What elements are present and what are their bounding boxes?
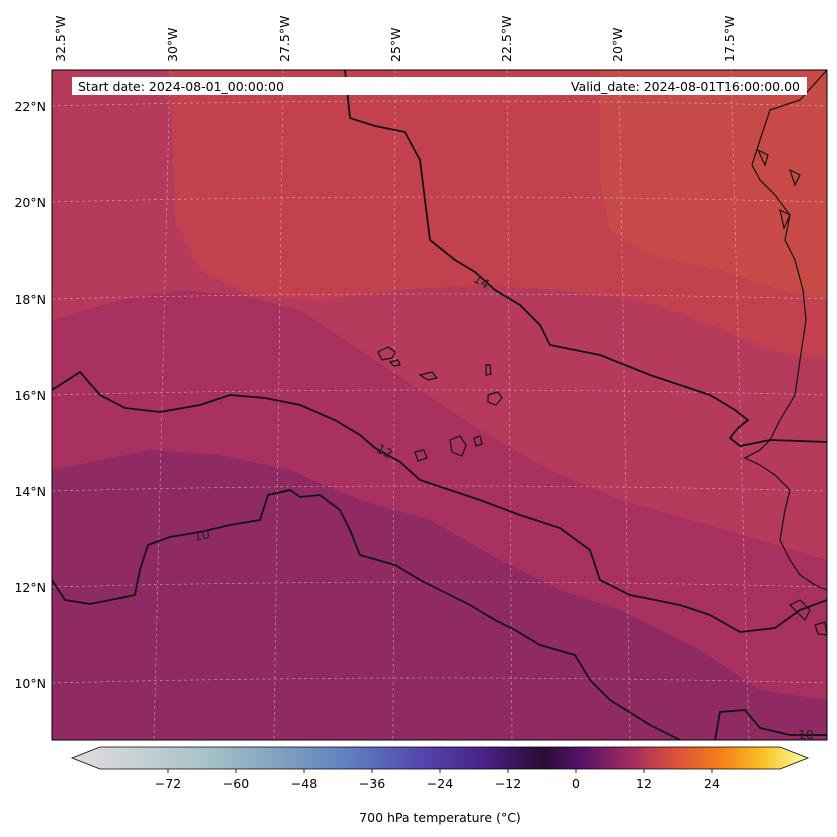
lon-label-30w: 30°W bbox=[165, 27, 180, 62]
lat-label-18n: 18°N bbox=[14, 292, 46, 307]
colorbar-tick-label: −24 bbox=[427, 776, 453, 791]
bijagos-islands bbox=[788, 599, 827, 636]
start-date-text: Start date: 2024-08-01_00:00:00 bbox=[78, 79, 284, 94]
canary-islands bbox=[756, 148, 801, 230]
cape-verde-island-5 bbox=[487, 391, 503, 406]
cape-verde-island-4 bbox=[485, 364, 492, 376]
africa-coastline bbox=[743, 70, 827, 591]
temperature-field: 14 12 10 10 bbox=[52, 70, 827, 742]
lat-label-10n: 10°N bbox=[14, 676, 46, 691]
colorbar-tick-label: −48 bbox=[291, 776, 317, 791]
date-info-box bbox=[72, 77, 807, 95]
colorbar-ramp bbox=[70, 746, 810, 770]
map-frame bbox=[51, 69, 828, 741]
colorbar-ticks: −72 −60 −48 −36 −24 −12 0 12 24 bbox=[155, 769, 720, 791]
colorbar-tick-label: 12 bbox=[636, 776, 652, 791]
lat-label-20n: 20°N bbox=[14, 195, 46, 210]
hottest-temperature-band bbox=[600, 70, 827, 300]
cape-verde-island-2 bbox=[388, 359, 401, 367]
lat-label-16n: 16°N bbox=[14, 388, 46, 403]
cape-verde-island-7 bbox=[473, 435, 483, 447]
colorbar-tick-label: −36 bbox=[359, 776, 385, 791]
lat-label-12n: 12°N bbox=[14, 580, 46, 595]
colorbar-tick-label: −60 bbox=[223, 776, 249, 791]
contour-12 bbox=[52, 370, 827, 633]
lon-label-17-5w: 17.5°W bbox=[722, 16, 737, 62]
contour-label-12: 12 bbox=[374, 441, 395, 462]
lat-label-22n: 22°N bbox=[14, 99, 46, 114]
colorbar-tick-label: −72 bbox=[155, 776, 181, 791]
cape-verde-island-3 bbox=[418, 371, 439, 381]
colorbar-label: 700 hPa temperature (°C) bbox=[359, 810, 521, 825]
lon-label-20w: 20°W bbox=[610, 27, 625, 62]
contour-lines bbox=[52, 70, 827, 740]
cape-verde-island-1 bbox=[377, 346, 396, 361]
cape-verde-island-8 bbox=[414, 449, 428, 462]
contour-10-north bbox=[52, 489, 681, 740]
lon-label-22-5w: 22.5°W bbox=[499, 16, 514, 62]
colorbar-tick-label: 24 bbox=[704, 776, 720, 791]
contour-label-10: 10 bbox=[193, 526, 211, 544]
valid-date-text: Valid_date: 2024-08-01T16:00:00.00 bbox=[571, 79, 800, 94]
contour-10-south bbox=[714, 709, 827, 740]
contour-14 bbox=[344, 70, 827, 447]
lon-label-32-5w: 32.5°W bbox=[53, 16, 68, 62]
lon-label-25w: 25°W bbox=[388, 27, 403, 62]
contour-label-14: 14 bbox=[471, 271, 492, 292]
coastlines bbox=[377, 70, 827, 636]
contour-label-10-south: 10 bbox=[798, 727, 814, 742]
cape-verde-island-6 bbox=[449, 435, 467, 457]
colorbar-tick-label: 0 bbox=[572, 776, 580, 791]
colorbar-tick-label: −12 bbox=[495, 776, 521, 791]
colorbar: −72 −60 −48 −36 −24 −12 0 12 24 700 hPa temperat… bbox=[70, 746, 810, 825]
lon-label-27-5w: 27.5°W bbox=[277, 16, 292, 62]
lat-label-14n: 14°N bbox=[14, 484, 46, 499]
